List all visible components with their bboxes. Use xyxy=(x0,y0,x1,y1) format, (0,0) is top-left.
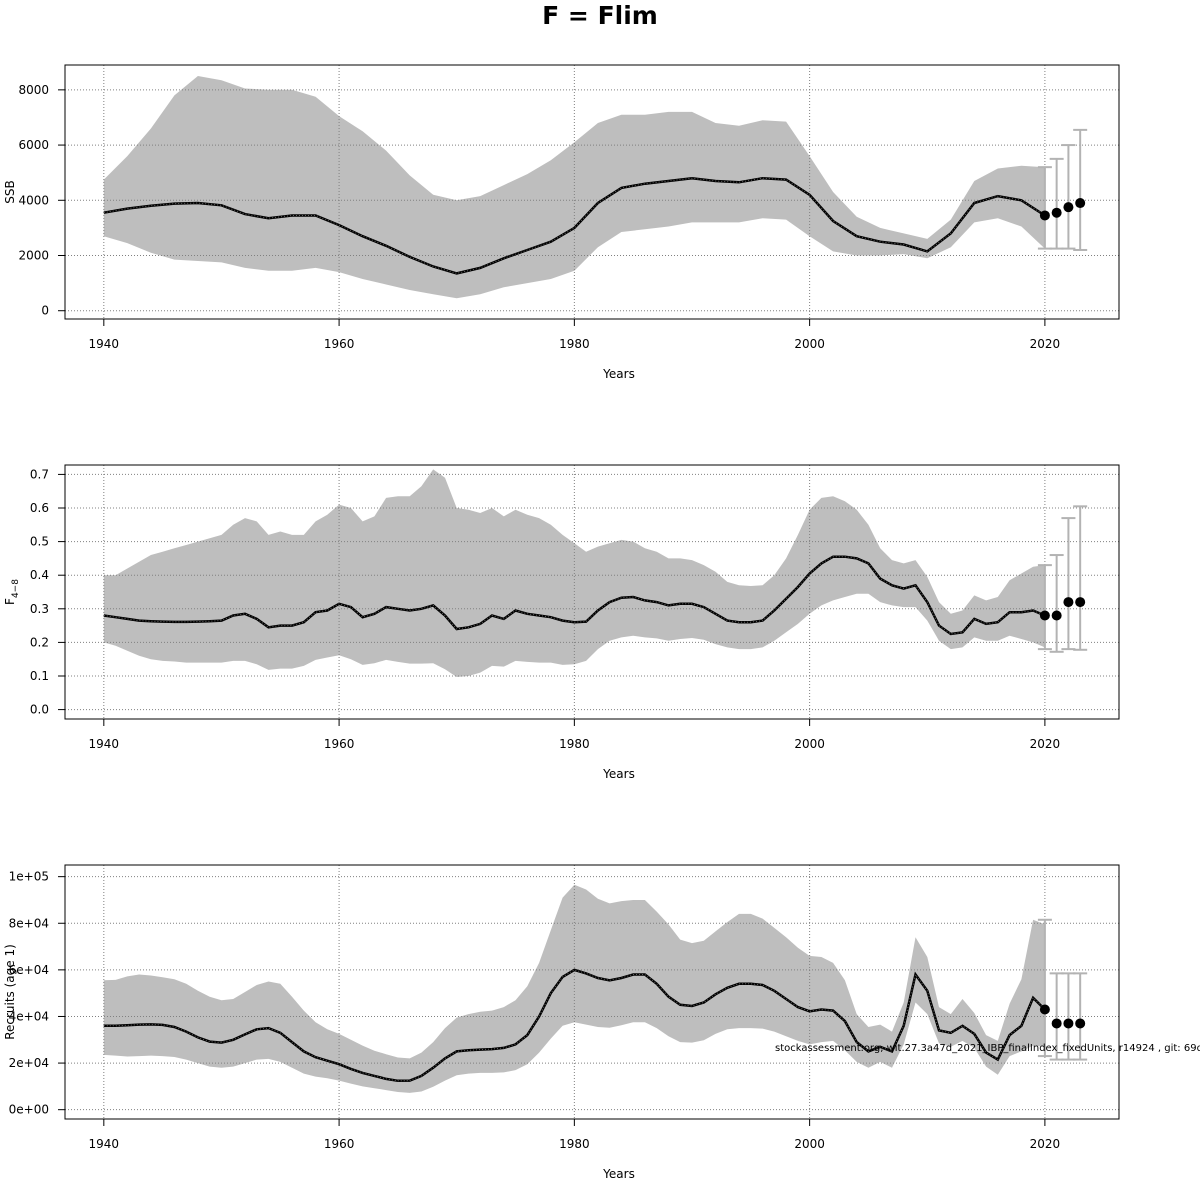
f-y-tick-label: 0.7 xyxy=(30,467,49,481)
ssb-x-tick-label: 1940 xyxy=(89,337,120,351)
recruits-panel: 1940 1960 1980 2000 2020 0e+00 2e+04 4e+04 6e+04… xyxy=(3,864,1120,1181)
f-y-axis-label-subscript: 4−8 xyxy=(11,579,21,598)
ssb-panel: 1940 1960 1980 2000 2020 0 2000 4000 6000 8000 Yea… xyxy=(3,64,1120,381)
f-x-tick-label: 2000 xyxy=(794,737,825,751)
recruits-x-tick-label: 1960 xyxy=(324,1137,355,1151)
figure-title: F = Flim xyxy=(542,1,658,30)
recruits-forecast-point xyxy=(1063,1018,1074,1029)
f-forecast-point xyxy=(1063,597,1074,608)
recruits-y-axis-label: Recruits (age 1) xyxy=(3,944,17,1040)
ssb-confidence-band xyxy=(103,76,1045,299)
recruits-x-tick-label: 2000 xyxy=(794,1137,825,1151)
f-y-axis-label: F4−8 xyxy=(3,579,21,605)
fishing-mortality-panel: 1940 1960 1980 2000 2020 0.0 0.1 0.2 0.3 0.4 0.5 0.… xyxy=(3,464,1120,781)
recruits-x-tick-label: 1940 xyxy=(89,1137,120,1151)
f-x-tick-label: 1940 xyxy=(89,737,120,751)
f-x-tick-label: 1960 xyxy=(324,737,355,751)
recruits-y-tick-label: 4e+04 xyxy=(9,1009,49,1023)
ssb-forecast-point xyxy=(1075,198,1086,209)
ssb-forecast-point xyxy=(1063,202,1074,213)
f-forecast-point xyxy=(1075,597,1086,608)
f-y-tick-label: 0.0 xyxy=(30,703,49,717)
recruits-estimate-dotted xyxy=(103,969,1046,1082)
recruits-y-tick-label: 8e+04 xyxy=(9,916,49,930)
recruits-plot-frame xyxy=(64,864,1120,1120)
recruits-y-tick-label: 6e+04 xyxy=(9,963,49,977)
recruits-forecast-point xyxy=(1039,1004,1050,1015)
recruits-x-tick-label: 2020 xyxy=(1030,1137,1061,1151)
ssb-estimate-dotted xyxy=(103,177,1046,274)
f-y-tick-label: 0.1 xyxy=(30,669,49,683)
f-forecast-point xyxy=(1039,610,1050,621)
recruits-y-tick-label: 2e+04 xyxy=(9,1056,49,1070)
ssb-x-axis-label: Years xyxy=(602,367,635,381)
f-x-tick-label: 2020 xyxy=(1030,737,1061,751)
recruits-y-tick-label: 1e+05 xyxy=(9,870,49,884)
f-y-tick-label: 0.3 xyxy=(30,602,49,616)
ssb-y-axis-label: SSB xyxy=(3,180,17,203)
ssb-x-tick-label: 2020 xyxy=(1030,337,1061,351)
f-forecast-point xyxy=(1051,610,1062,621)
f-x-axis-label: Years xyxy=(602,767,635,781)
ssb-forecast-point xyxy=(1051,207,1062,218)
recruits-x-axis-label: Years xyxy=(602,1167,635,1181)
f-x-tick-label: 1980 xyxy=(559,737,590,751)
f-y-tick-label: 0.4 xyxy=(30,568,49,582)
ssb-plot-frame xyxy=(64,64,1120,320)
f-plot-frame xyxy=(64,464,1120,720)
f-y-tick-label: 0.2 xyxy=(30,635,49,649)
ssb-y-tick-label: 8000 xyxy=(18,83,49,97)
ssb-x-tick-label: 1980 xyxy=(559,337,590,351)
ssb-y-tick-label: 4000 xyxy=(18,193,49,207)
ssb-x-tick-label: 2000 xyxy=(794,337,825,351)
f-y-tick-label: 0.6 xyxy=(30,501,49,515)
ssb-y-tick-label: 0 xyxy=(41,304,49,318)
ssb-forecast-point xyxy=(1039,210,1050,221)
f-estimate-dotted xyxy=(103,556,1046,635)
recruits-forecast-point xyxy=(1075,1018,1086,1029)
f-y-tick-label: 0.5 xyxy=(30,535,49,549)
recruits-forecast-point xyxy=(1051,1018,1062,1029)
watermark-text: stockassessment.org, wit.27.3a47d_2021_I… xyxy=(775,1043,1200,1054)
ssb-y-tick-label: 2000 xyxy=(18,249,49,263)
recruits-x-tick-label: 1980 xyxy=(559,1137,590,1151)
ssb-x-tick-label: 1960 xyxy=(324,337,355,351)
ssb-y-tick-label: 6000 xyxy=(18,138,49,152)
recruits-y-tick-label: 0e+00 xyxy=(9,1103,49,1117)
